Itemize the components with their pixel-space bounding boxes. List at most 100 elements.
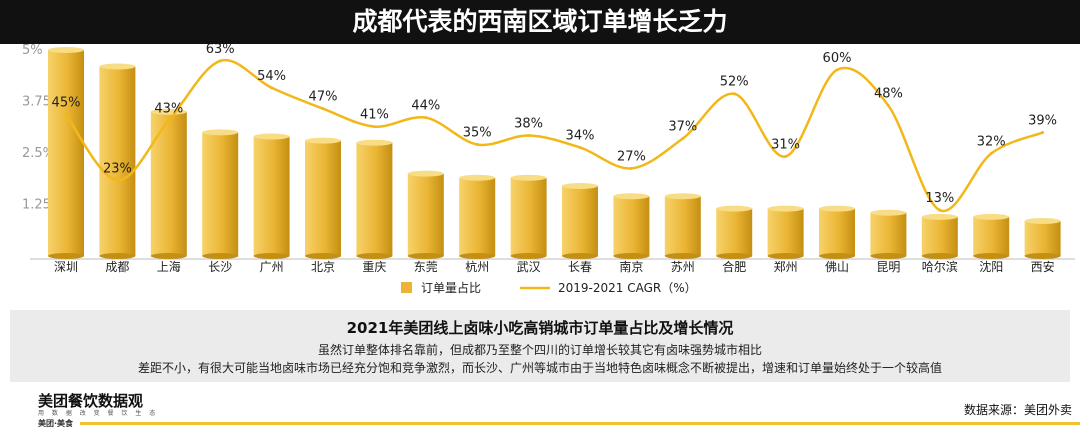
cagr-point [321,107,325,111]
category-label: 重庆 [362,260,386,274]
chart-area: 1.25% 2.5% 3.75% 5% 45% 23% 43% 63% 54% 47% 41% 44… [0,42,1080,306]
bar-cap [99,63,136,70]
bar-cap [253,133,290,140]
category-label: 杭州 [465,259,489,274]
data-source: 数据来源：美团外卖 [963,403,1072,417]
bar-cap [459,174,496,181]
cagr-data-label: 41% [360,108,389,123]
cagr-data-label: 43% [154,102,183,117]
category-label: 昆明 [876,260,900,274]
bar-base [716,253,753,259]
bar-cap [870,209,907,216]
brand-slogan: 用 数 据 改 变 餐 饮 生 态 [38,410,159,417]
bar [305,140,341,256]
bar-base [150,253,187,259]
bar [202,132,239,256]
cagr-data-label: 52% [720,75,749,90]
bar [613,196,650,256]
category-label: 郑州 [774,259,798,274]
bar [921,216,958,256]
cagr-data-label: 48% [874,87,903,102]
bar-base [562,253,598,259]
bar-base [819,253,855,259]
footer-accent-bar [80,422,1080,425]
bar-cap [356,139,393,146]
category-label: 北京 [311,260,335,274]
cagr-point [424,116,428,120]
bar [1024,220,1061,256]
bar-cap [407,170,444,177]
summary-line-2: 差距不小，有很大可能当地卤味市场已经充分饱和竞争激烈，而长沙、广州等城市由于当地… [137,361,942,375]
cagr-point [681,137,685,141]
bar-cap [202,129,239,136]
bar [356,142,393,256]
y-tick-label: 5% [22,44,43,58]
cagr-point [989,151,993,155]
cagr-data-label: 54% [257,69,286,84]
cagr-data-label: 39% [1028,114,1057,129]
cagr-point [835,68,839,72]
bar [716,208,753,256]
cagr-point [1041,131,1045,135]
cagr-point [784,154,788,158]
bar-cap [305,137,341,144]
bar-base [973,253,1010,259]
category-label: 沈阳 [979,259,1003,274]
bar-cap [1024,217,1061,224]
cagr-point [218,59,222,63]
cagr-data-label: 37% [668,120,697,135]
y-tick-label: 2.5% [22,146,55,161]
bar-cap [716,205,753,212]
bar-cap [921,213,958,220]
bar-base [664,253,701,259]
bar [870,212,907,256]
bar-cap [664,193,701,200]
brand-logo-text: 美团餐饮数据观 [38,392,144,410]
cagr-point [64,113,68,117]
bar [562,185,598,256]
category-label: 东莞 [414,260,438,274]
cagr-data-label: 60% [823,51,852,66]
category-label: 长沙 [208,260,232,274]
category-label: 合肥 [722,259,746,274]
cagr-data-label: 23% [103,161,132,176]
bar-cap [613,193,650,200]
bar-base [870,253,907,259]
summary-title: 2021年美团线上卤味小吃高销城市订单量占比及增长情况 [346,319,734,337]
footer: 美团餐饮数据观 用 数 据 改 变 餐 饮 生 态 美团·美食 数据来源：美团外… [0,384,1080,432]
cagr-point [372,125,376,129]
category-label: 西安 [1031,259,1055,274]
bar-line-chart: 1.25%2.5%3.75%5% 45%23%43%63%54%47%41%44… [22,42,1075,295]
bar-cap [767,205,804,212]
bar [407,173,444,256]
bar [48,50,84,256]
bar-base [459,253,496,259]
bar [510,177,547,256]
summary-panel: 2021年美团线上卤味小吃高销城市订单量占比及增长情况 虽然订单整体排名靠前，但… [10,310,1070,382]
category-label: 深圳 [54,260,78,274]
bar-base [253,253,290,259]
bar [459,177,496,256]
cagr-data-label: 31% [771,137,800,152]
cagr-point [732,92,736,96]
bar-base [921,253,958,259]
bar [664,196,701,256]
cagr-data-label: 38% [514,117,543,132]
page-title: 成都代表的西南区域订单增长乏力 [0,0,1080,44]
legend-bar-label: 订单量占比 [421,280,481,295]
bar-base [510,253,547,259]
category-label: 哈尔滨 [922,259,958,274]
legend-bar-swatch [401,282,412,293]
bar-base [305,253,341,259]
bar-base [99,253,136,259]
brand-tag: 美团·美食 [38,419,74,428]
category-label: 武汉 [517,260,541,274]
bar [819,208,855,256]
bar-base [1024,253,1061,259]
cagr-point [167,119,171,123]
bar-base [767,253,804,259]
bar-base [202,253,239,259]
cagr-data-label: 35% [463,126,492,141]
bar-cap [973,213,1010,220]
category-label: 上海 [157,259,181,274]
